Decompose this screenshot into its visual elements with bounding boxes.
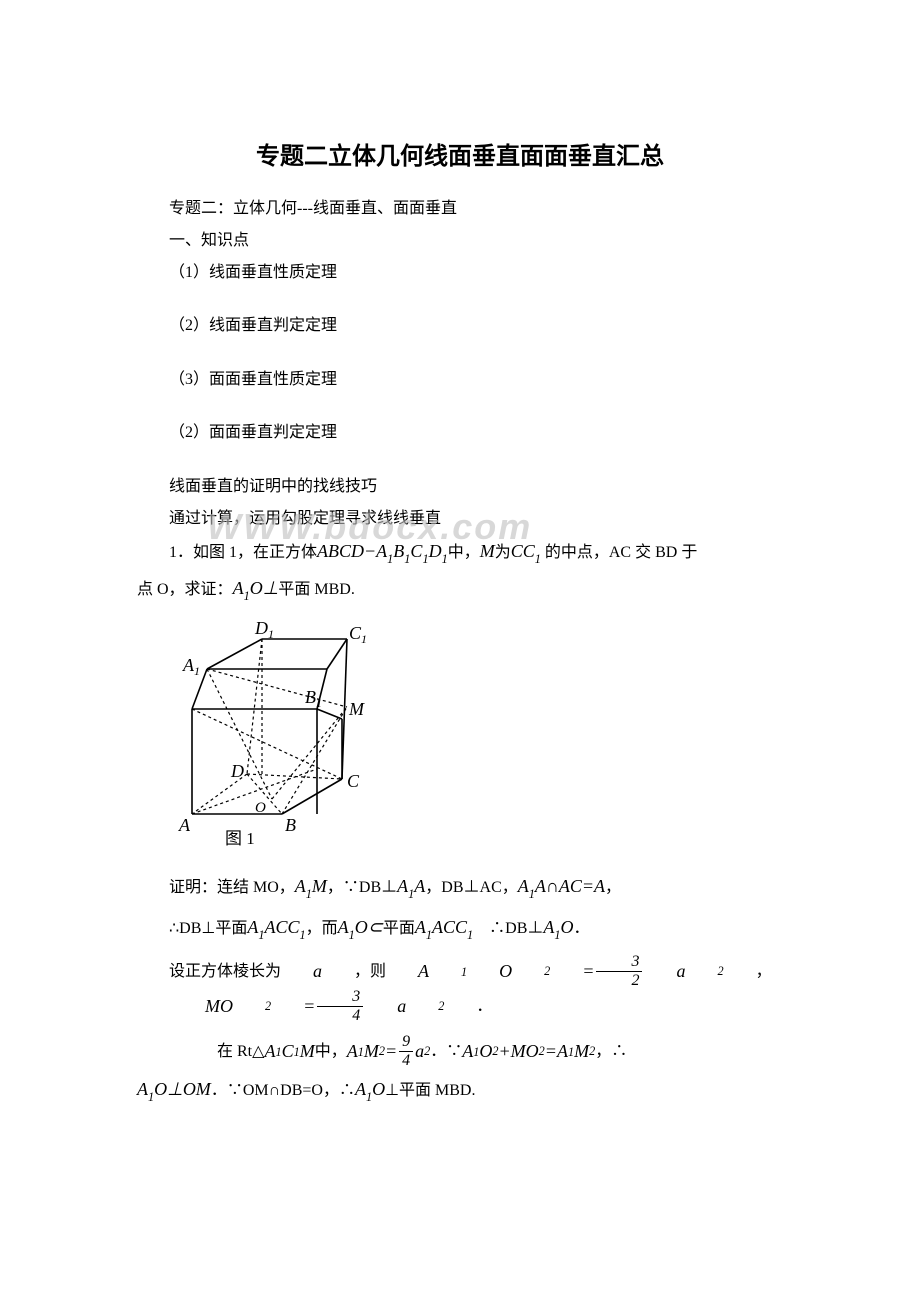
proof-l5d: ⊥平面 MBD. [385, 1082, 475, 1099]
M-var: M [480, 541, 495, 561]
A1O-perp-OM: A1O⊥OM [137, 1079, 211, 1099]
proof-l1a: 证明：连结 MO， [169, 879, 295, 896]
subtitle: 专题二：立体几何---线面垂直、面面垂直 [137, 196, 783, 222]
eq3-num: 9 [399, 1034, 413, 1052]
item-3: （3）面面垂直性质定理 [137, 367, 783, 393]
CC1-var: CC1 [511, 541, 541, 561]
proof-l4b: 中， [315, 1039, 347, 1065]
A1A-var: A1A [397, 876, 425, 896]
A1A-cap-AC: A1A∩AC=A [518, 876, 605, 896]
item-1: （1）线面垂直性质定理 [137, 260, 783, 286]
proof-l2c: 平面 [383, 920, 415, 937]
A1ACC1-var2: A1ACC1 [415, 917, 473, 937]
A1O-perp: A1O⊥ [233, 578, 279, 598]
proof-l1d: ， [605, 879, 621, 896]
A1ACC1-var: A1ACC1 [247, 917, 305, 937]
problem-mid2: 为 [495, 544, 511, 561]
item-4: （2）面面垂直判定定理 [137, 420, 783, 446]
problem-mid5: 平面 MBD. [278, 581, 354, 598]
section-heading: 一、知识点 [137, 228, 783, 254]
fig-O: O [255, 800, 266, 816]
a-var: a [281, 957, 322, 986]
technique-title: 线面垂直的证明中的找线技巧 [137, 474, 783, 500]
proof-l3c: ， [724, 959, 772, 985]
eq1-num: 3 [596, 954, 642, 972]
eq1: A1O2= 32 a2 [386, 954, 724, 989]
proof-l3d: ． [444, 994, 492, 1020]
fig-C1: C1 [349, 623, 367, 646]
figure-label: 图 1 [225, 829, 255, 848]
proof-l3a: 设正方体棱长为 [137, 959, 281, 985]
problem-statement-line2: 点 O，求证：A1O⊥平面 MBD. [137, 574, 783, 605]
A1M-var: A1M [295, 876, 327, 896]
problem-num: 1．如图 1，在正方体 [169, 544, 317, 561]
proof-l1c: ，DB⊥AC， [425, 879, 517, 896]
fig-A1: A1 [182, 655, 200, 678]
proof-line-2: ∴DB⊥平面A1ACC1，而A1O⊂平面A1ACC1 ∴DB⊥A1O． [137, 913, 783, 944]
problem-mid4: 点 O，求证： [137, 581, 233, 598]
fig-C: C [347, 771, 360, 791]
proof-line-4: 在 Rt△ A1C1M 中， A1M2= 94 a2 ．∵ A1O2+MO2=A… [137, 1034, 783, 1069]
proof-l2e: ． [574, 920, 590, 937]
proof-l2b: ，而 [306, 920, 338, 937]
eq2-den: 4 [317, 1007, 363, 1024]
fig-M: M [348, 699, 365, 719]
proof-l4d: ，∴ [595, 1039, 627, 1065]
eq2-num: 3 [317, 989, 363, 1007]
proof-line-5: A1O⊥OM．∵OM∩DB=O，∴A1O⊥平面 MBD. [137, 1075, 783, 1106]
item-2: （2）线面垂直判定定理 [137, 313, 783, 339]
eq3: A1M2= 94 a2 [347, 1034, 431, 1069]
proof-l3b: ，则 [322, 959, 386, 985]
fig-D1: D1 [254, 619, 274, 641]
eq1-den: 2 [596, 972, 642, 989]
cube-expression: ABCD−A1B1C1D1 [317, 541, 448, 561]
problem-mid1: 中， [448, 544, 480, 561]
proof-line-1: 证明：连结 MO，A1M，∵DB⊥A1A，DB⊥AC，A1A∩AC=A， [137, 872, 783, 903]
proof-l1b: ，∵DB⊥ [327, 879, 397, 896]
proof-line-3: 设正方体棱长为 a ，则 A1O2= 32 a2 ， MO2= 34 a2 ． [137, 954, 783, 1024]
eq3-den: 4 [399, 1052, 413, 1069]
A1C1M-var: A1C1M [264, 1037, 314, 1066]
proof-l5b: ．∵OM∩DB=O，∴ [211, 1082, 355, 1099]
problem-statement-line1: 1．如图 1，在正方体ABCD−A1B1C1D1中，M为CC1 的中点，AC 交… [137, 537, 783, 568]
fig-D: D [230, 761, 244, 781]
problem-mid3: 的中点，AC 交 BD 于 [541, 544, 697, 561]
pythagoras: A1O2+MO2=A1M2 [462, 1037, 595, 1066]
A1O-subset: A1O⊂ [338, 917, 383, 937]
fig-A: A [178, 815, 191, 835]
figure-1: D1 C1 A1 B1 M D C A O B 图 1 [177, 619, 783, 858]
fig-B: B [285, 815, 296, 835]
page-title: 专题二立体几何线面垂直面面垂直汇总 [137, 138, 783, 176]
proof-l4a: 在 Rt△ [217, 1039, 264, 1065]
A1O-final: A1O [355, 1079, 385, 1099]
proof-l4c: ．∵ [430, 1039, 462, 1065]
A1O-var2: A1O [543, 917, 573, 937]
proof-l2d: ∴DB⊥ [489, 920, 543, 937]
eq2: MO2= 34 a2 [173, 989, 444, 1024]
fig-B1: B1 [305, 687, 322, 710]
proof-l2a: ∴DB⊥平面 [169, 920, 247, 937]
technique-body: 通过计算，运用勾股定理寻求线线垂直 [137, 506, 783, 532]
